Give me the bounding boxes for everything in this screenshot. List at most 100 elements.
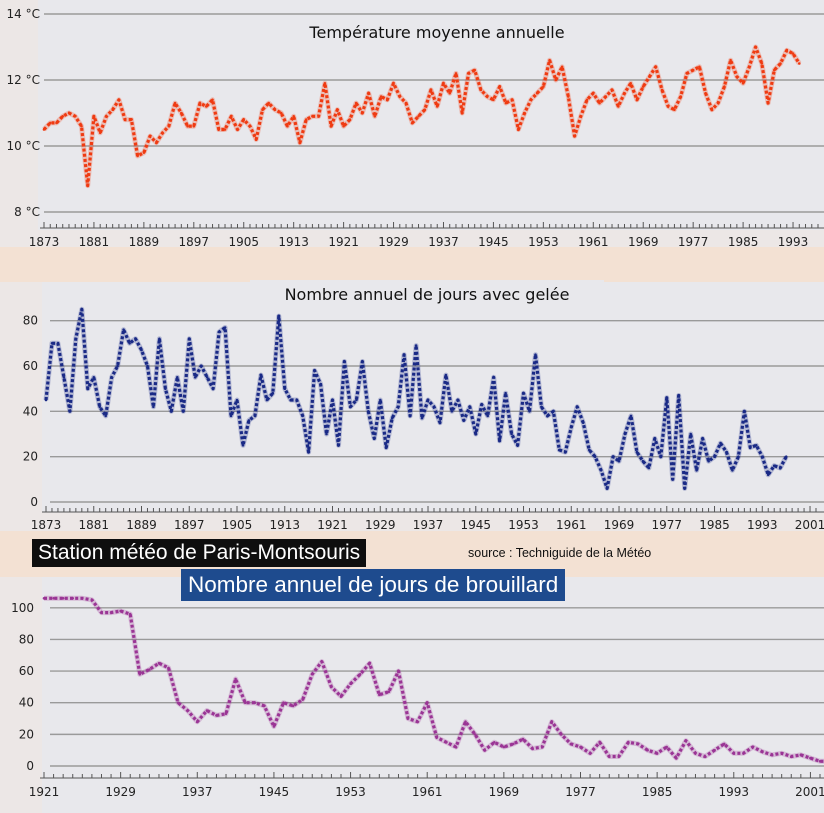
data-point [361, 111, 364, 115]
data-point [205, 376, 209, 379]
data-point [140, 348, 143, 352]
data-point [623, 432, 627, 436]
data-point [329, 124, 333, 128]
data-point [205, 105, 208, 108]
data-point [217, 128, 221, 131]
data-point [267, 101, 271, 105]
data-point [230, 115, 233, 118]
data-point [291, 704, 295, 708]
data-point [211, 387, 215, 391]
data-point [784, 455, 788, 459]
data-point [587, 448, 591, 452]
data-point [552, 410, 555, 413]
data-point [42, 128, 46, 131]
y-tick-label: 40 [23, 404, 38, 418]
data-point [818, 760, 822, 763]
data-point [729, 58, 732, 62]
data-point [259, 373, 263, 377]
data-point [310, 673, 314, 676]
data-point [492, 376, 496, 379]
x-tick-label: 1985 [642, 785, 673, 799]
x-tick-label: 1905 [222, 518, 253, 532]
data-point [373, 437, 376, 440]
data-point [617, 105, 620, 108]
x-tick-label: 1969 [628, 235, 659, 249]
data-point [558, 448, 561, 452]
data-point [396, 405, 400, 409]
data-point [731, 469, 734, 472]
x-tick-label: 1961 [578, 235, 609, 249]
data-point [607, 755, 611, 758]
data-point [193, 376, 197, 379]
data-point [307, 450, 310, 454]
data-point [55, 121, 58, 125]
x-tick-label: 1993 [778, 235, 809, 249]
data-point [104, 414, 107, 418]
temperature-y-ticks: 8 °C 10 °C 12 °C 14 °C [7, 7, 40, 219]
x-tick-label: 1913 [278, 235, 309, 249]
data-point [92, 376, 96, 379]
data-point [516, 444, 519, 447]
data-point [493, 741, 496, 744]
band-1 [0, 247, 824, 282]
frost-chart: 0 20 40 60 80 1873 1881 1889 1897 1905 1913 1921 19… [23, 280, 824, 532]
data-point [426, 398, 430, 402]
data-point [479, 88, 483, 92]
data-point [492, 98, 495, 102]
y-tick-label: 60 [19, 664, 34, 678]
data-point [367, 410, 370, 413]
data-point [128, 612, 132, 616]
data-point [535, 91, 539, 95]
fog-chart-title: Nombre annuel de jours de brouillard [181, 569, 566, 601]
data-point [317, 115, 320, 118]
data-point [772, 464, 776, 468]
x-tick-label: 1993 [719, 785, 750, 799]
temperature-title: Température moyenne annuelle [308, 23, 564, 42]
data-point [531, 747, 534, 750]
data-point [464, 720, 467, 723]
data-point [770, 753, 774, 757]
data-point [754, 45, 757, 49]
x-tick-label: 2001 [795, 785, 824, 799]
data-point [564, 450, 567, 454]
data-point [44, 398, 48, 402]
data-point [647, 466, 651, 470]
data-point [462, 419, 466, 422]
y-tick-label: 0 [30, 495, 38, 509]
data-point [460, 111, 464, 115]
data-point [119, 609, 122, 613]
data-point [665, 396, 669, 400]
data-point [373, 115, 377, 118]
x-tick-label: 1897 [174, 518, 205, 532]
data-point [182, 410, 185, 413]
data-point [713, 455, 716, 459]
data-point [579, 745, 582, 749]
data-point [138, 673, 142, 676]
data-point [134, 337, 137, 341]
data-point [277, 314, 281, 318]
data-point [355, 398, 358, 402]
data-point [799, 753, 803, 757]
data-point [61, 115, 64, 118]
data-point [766, 473, 770, 477]
x-tick-label: 1985 [728, 235, 759, 249]
data-point [224, 712, 228, 716]
data-point [80, 308, 84, 311]
data-point [223, 128, 227, 131]
data-point [635, 98, 639, 102]
data-point [235, 398, 239, 402]
data-point [148, 668, 151, 671]
data-point [689, 432, 692, 436]
data-point [323, 82, 327, 85]
data-point [766, 101, 770, 105]
x-tick-label: 1881 [79, 235, 110, 249]
data-point [485, 95, 489, 98]
data-point [760, 62, 764, 65]
data-point [629, 414, 633, 418]
data-point [467, 72, 470, 75]
data-point [675, 756, 678, 760]
data-point [298, 141, 302, 144]
x-tick-label: 1945 [478, 235, 509, 249]
data-point [170, 410, 173, 413]
x-tick-label: 1953 [528, 235, 559, 249]
